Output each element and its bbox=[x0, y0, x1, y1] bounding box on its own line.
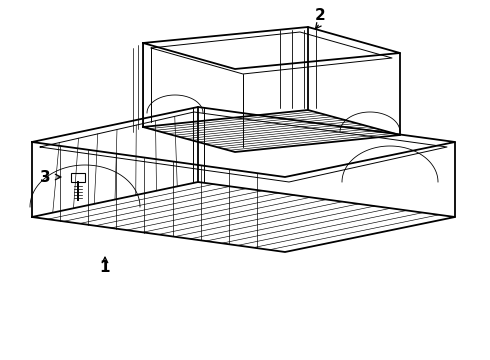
Text: 2: 2 bbox=[315, 8, 325, 23]
Text: 1: 1 bbox=[100, 261, 110, 275]
Text: 3: 3 bbox=[40, 170, 50, 185]
Bar bbox=[71, 172, 85, 181]
